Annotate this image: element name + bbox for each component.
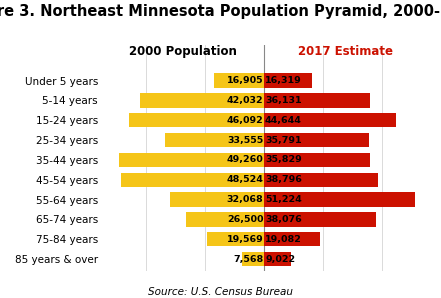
Bar	[140, 93, 264, 108]
Text: 35,829: 35,829	[265, 156, 302, 164]
Text: 2000 Population: 2000 Population	[129, 45, 237, 58]
Bar	[264, 252, 291, 266]
Bar	[128, 113, 264, 127]
Bar	[264, 173, 378, 187]
Text: 32,068: 32,068	[227, 195, 263, 204]
Text: 2017 Estimate: 2017 Estimate	[298, 45, 392, 58]
Text: Source: U.S. Census Bureau: Source: U.S. Census Bureau	[148, 286, 293, 297]
Bar	[119, 153, 264, 167]
Bar	[264, 193, 415, 207]
Text: 19,082: 19,082	[265, 235, 302, 244]
Bar	[264, 212, 376, 226]
Text: 48,524: 48,524	[226, 175, 263, 184]
Bar	[264, 93, 370, 108]
Bar	[264, 113, 396, 127]
Bar	[264, 73, 312, 88]
Text: 38,796: 38,796	[265, 175, 302, 184]
Text: 7,568: 7,568	[233, 255, 263, 264]
Text: 51,224: 51,224	[265, 195, 302, 204]
Text: 33,555: 33,555	[227, 136, 263, 145]
Text: 9,022: 9,022	[265, 255, 295, 264]
Text: 44,644: 44,644	[265, 116, 302, 125]
Bar	[264, 133, 370, 147]
Bar	[242, 252, 264, 266]
Text: 49,260: 49,260	[227, 156, 263, 164]
Text: 36,131: 36,131	[265, 96, 302, 105]
Bar	[206, 232, 264, 246]
Bar	[170, 193, 264, 207]
Text: 38,076: 38,076	[265, 215, 302, 224]
Text: 42,032: 42,032	[227, 96, 263, 105]
Text: 26,500: 26,500	[227, 215, 263, 224]
Bar	[165, 133, 264, 147]
Text: Figure 3. Northeast Minnesota Population Pyramid, 2000-2017: Figure 3. Northeast Minnesota Population…	[0, 4, 441, 19]
Text: 46,092: 46,092	[227, 116, 263, 125]
Text: 19,569: 19,569	[227, 235, 263, 244]
Bar	[186, 212, 264, 226]
Bar	[264, 153, 370, 167]
Text: 16,319: 16,319	[265, 76, 302, 85]
Bar	[214, 73, 264, 88]
Text: 16,905: 16,905	[227, 76, 263, 85]
Bar	[121, 173, 264, 187]
Bar	[264, 232, 320, 246]
Text: 35,791: 35,791	[265, 136, 302, 145]
